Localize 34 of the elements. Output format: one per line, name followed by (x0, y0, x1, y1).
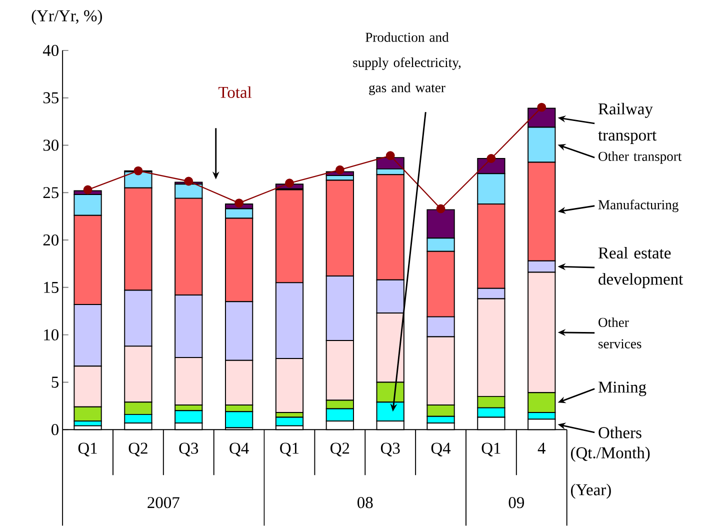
x-tick-label: Q2 (330, 442, 350, 457)
x-tick-label: Q3 (179, 442, 198, 457)
x-tick-label: Q1 (78, 442, 97, 457)
y-tick-label: 20 (43, 234, 59, 246)
y-tick-label: 0 (52, 424, 59, 436)
y-tick-label: 25 (43, 187, 58, 198)
y-axis-title: (Yr/Yr, %) (32, 10, 102, 25)
y-tick-label: 5 (52, 376, 58, 388)
text: Production and supply ofelectricity, gas and water (353, 32, 461, 96)
text: 2007 (148, 497, 180, 508)
legend-label: Railway transport (598, 103, 657, 144)
legend-label: Real estate development (598, 247, 684, 288)
x-tick-label: Q4 (230, 442, 249, 457)
text: 08 (358, 497, 373, 508)
y-tick-label: 35 (43, 92, 58, 104)
x-tick-label: Q4 (431, 442, 451, 457)
x-tick-label: Q1 (482, 442, 500, 457)
text: 09 (508, 497, 524, 508)
legend-label: Mining (598, 382, 646, 396)
y-tick-label: 40 (42, 45, 59, 56)
y-tick-label: 15 (44, 282, 58, 294)
x-tick-label: Q3 (380, 442, 400, 457)
x-tick-label: 4 (538, 442, 546, 454)
legend-label: Other services (598, 318, 642, 349)
x-tick-label: Q1 (280, 442, 299, 457)
y-tick-label: 10 (44, 329, 59, 341)
legend-label: Manufacturing (598, 200, 678, 212)
y-tick-label: 30 (43, 140, 59, 151)
legend-label: Others (598, 426, 642, 438)
text: Total (218, 86, 252, 98)
x-axis-title: (Qt./Month) (570, 446, 650, 462)
legend-label: Other transport (598, 152, 682, 164)
x-tick-label: Q2 (128, 442, 148, 457)
text: (Year) (570, 484, 611, 499)
